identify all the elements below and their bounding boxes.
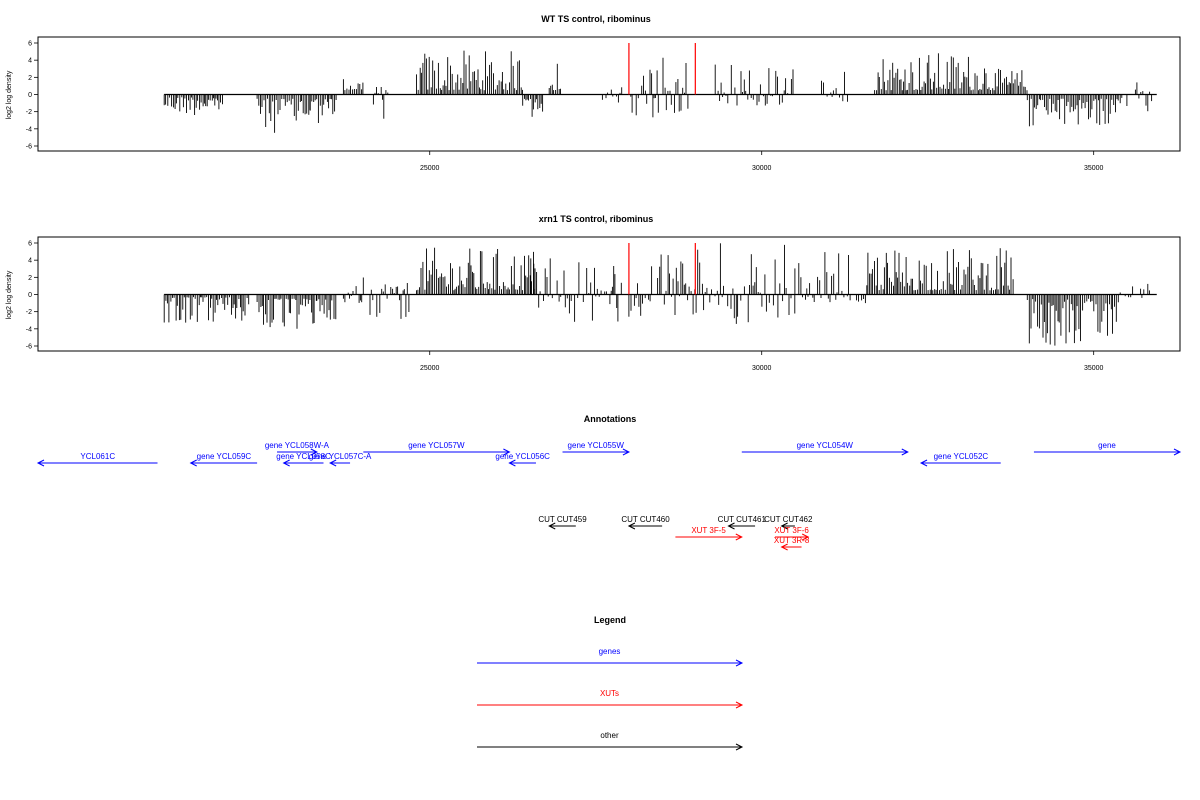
xrn1-track-panel: xrn1 TS control, ribominus log2 log dens… xyxy=(6,214,1181,372)
legend-label: XUTs xyxy=(600,689,619,698)
xut-annotation-label: XUT 3F-6 xyxy=(774,526,809,535)
x-tick-label: 35000 xyxy=(1084,365,1104,372)
cut-annotation-arrowhead xyxy=(627,522,636,530)
y-tick-label: -2 xyxy=(26,109,32,116)
gene-annotation-label: gene YCL058W-A xyxy=(265,441,330,450)
wt-track-panel: WT TS control, ribominus log2 log densit… xyxy=(6,14,1181,172)
y-tick-label: 0 xyxy=(28,92,32,99)
cut-annotation-label: CUT CUT461 xyxy=(718,515,767,524)
gene-annotation-label: gene xyxy=(1098,441,1116,450)
gene-annotation-arrowhead xyxy=(310,448,318,456)
xut-annotation-label: XUT 3R-8 xyxy=(774,536,810,545)
cut-annotation-arrowhead xyxy=(548,522,556,530)
gene-annotation-label: gene YCL057C-A xyxy=(309,452,372,461)
x-tick-label: 30000 xyxy=(752,165,772,172)
annotations-title: Annotations xyxy=(584,414,637,424)
y-tick-label: -6 xyxy=(26,344,32,351)
legend-title: Legend xyxy=(594,615,626,625)
y-tick-label: 6 xyxy=(28,241,32,248)
legend-arrowhead xyxy=(735,659,744,667)
y-tick-label: -4 xyxy=(26,326,32,333)
cut-annotation-label: CUT CUT460 xyxy=(621,515,670,524)
y-tick-label: 2 xyxy=(28,75,32,82)
gene-annotation-arrowhead xyxy=(189,459,197,467)
wt-track-title: WT TS control, ribominus xyxy=(541,14,651,24)
legend-arrowhead xyxy=(735,701,744,709)
cut-annotation-label: CUT CUT459 xyxy=(538,515,587,524)
gene-annotation-arrowhead xyxy=(1173,448,1182,456)
gene-annotation-arrowhead xyxy=(919,459,928,467)
y-tick-label: 4 xyxy=(28,58,32,65)
xut-annotation-arrowhead xyxy=(801,533,810,541)
xrn1-y-axis-label: log2 log density xyxy=(6,270,13,319)
signal-bars xyxy=(163,50,1153,133)
cut-annotation-arrowhead xyxy=(727,522,735,530)
y-tick-label: 6 xyxy=(28,41,32,48)
gene-annotation-arrowhead xyxy=(503,448,511,456)
signal-bars xyxy=(163,243,1150,346)
gene-annotation-label: gene YCL058C xyxy=(276,452,331,461)
gene-annotation-label: gene YCL056C xyxy=(495,452,550,461)
gene-annotation-label: gene YCL055W xyxy=(568,441,625,450)
legend-panel: Legend genes XUTs other xyxy=(477,615,744,751)
y-tick-label: -4 xyxy=(26,126,32,133)
gene-annotation-arrowhead xyxy=(329,459,337,467)
x-tick-label: 30000 xyxy=(752,365,772,372)
cut-annotation-arrowhead xyxy=(780,522,788,530)
x-tick-label: 35000 xyxy=(1084,165,1104,172)
x-tick-label: 25000 xyxy=(420,165,440,172)
wt-y-axis-label: log2 log density xyxy=(6,70,13,119)
xut-annotation-arrowhead xyxy=(780,543,788,551)
plot-frame xyxy=(37,236,1181,352)
gene-annotation-label: YCL061C xyxy=(80,452,115,461)
gene-annotation-arrowhead xyxy=(36,459,45,467)
gene-annotation-arrowhead xyxy=(282,459,290,467)
legend-arrowhead xyxy=(735,743,744,751)
y-tick-label: -2 xyxy=(26,309,32,316)
annotations-panel: Annotations YCL061C gene YCL059C gene YCL0… xyxy=(36,414,1182,551)
cut-annotation-label: CUT CUT462 xyxy=(764,515,813,524)
gene-annotation-label: gene YCL052C xyxy=(934,452,989,461)
y-tick-label: 4 xyxy=(28,258,32,265)
xrn1-track-title: xrn1 TS control, ribominus xyxy=(539,214,654,224)
plot-frame xyxy=(37,36,1181,152)
xut-annotation-label: XUT 3F-5 xyxy=(691,526,726,535)
y-tick-label: 2 xyxy=(28,275,32,282)
gene-annotation-label: gene YCL057W xyxy=(408,441,465,450)
x-tick-label: 25000 xyxy=(420,365,440,372)
legend-label: other xyxy=(600,731,619,740)
y-tick-label: 0 xyxy=(28,292,32,299)
gene-annotation-arrowhead xyxy=(622,448,631,456)
xut-annotation-arrowhead xyxy=(735,533,743,541)
gene-annotation-label: gene YCL054W xyxy=(797,441,854,450)
y-tick-label: -6 xyxy=(26,144,32,151)
gene-annotation-arrowhead xyxy=(508,459,516,467)
gene-annotation-label: gene YCL059C xyxy=(197,452,252,461)
gene-annotation-arrowhead xyxy=(901,448,909,456)
legend-label: genes xyxy=(599,647,621,656)
